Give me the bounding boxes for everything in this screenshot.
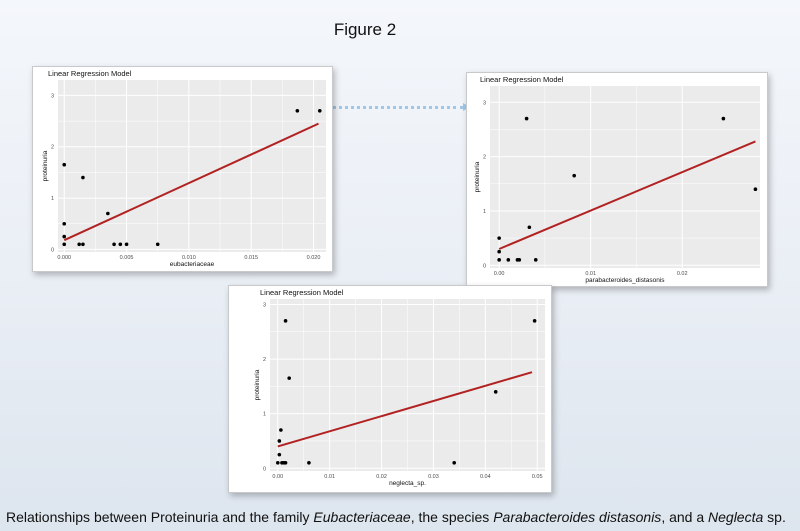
chart-neglecta: 0 1 2 3 0.00 0.01 0.02 0.03 0.04 0.05 neglecta_sp.… — [254, 288, 545, 487]
data-point — [317, 109, 322, 113]
data-point — [533, 258, 538, 262]
y-tick-label: 3 — [51, 93, 54, 99]
data-point — [532, 319, 537, 323]
x-tick-label: 0.00 — [494, 271, 505, 277]
data-point — [721, 116, 726, 121]
x-tick-label: 0.00 — [272, 474, 283, 480]
x-axis-label: parabacteroides_distasonis — [585, 277, 665, 284]
data-point — [62, 221, 67, 226]
data-point — [112, 242, 116, 247]
x-tick-label: 0.03 — [428, 474, 439, 480]
data-point — [753, 187, 758, 192]
x-axis-label: eubacteriaceae — [170, 261, 215, 268]
chart-title: Linear Regression Model — [480, 75, 564, 84]
data-point — [524, 116, 529, 121]
data-point — [517, 258, 522, 262]
caption-italic-genus: Neglecta — [708, 509, 764, 525]
data-point — [572, 173, 577, 178]
x-tick-label: 0.015 — [244, 255, 258, 261]
caption-text-1: Relationships between Proteinuria and th… — [6, 509, 314, 525]
data-point — [62, 162, 67, 167]
y-axis-label: proteinuria — [254, 369, 261, 400]
chart-panel-eubacteriaceae: 0 1 2 3 0.000 0.005 0.010 0.015 0.020 eubacteriac… — [32, 66, 333, 272]
caption-text-3: , and a — [661, 509, 709, 525]
data-point — [295, 109, 300, 113]
data-point — [118, 242, 123, 247]
y-tick-label: 2 — [483, 155, 486, 161]
data-point — [81, 175, 85, 180]
data-point — [452, 461, 456, 465]
regression-line — [277, 371, 533, 448]
caption-text-2: , the species — [410, 509, 494, 525]
y-axis-label: proteinuria — [474, 161, 481, 192]
data-point — [283, 319, 288, 323]
data-point — [506, 258, 511, 262]
y-tick-label: 2 — [51, 145, 54, 151]
x-tick-label: 0.01 — [324, 474, 335, 480]
regression-line — [498, 140, 756, 250]
x-tick-label: 0.000 — [57, 255, 71, 261]
data-point — [275, 461, 280, 465]
y-tick-label: 1 — [51, 196, 54, 202]
data-point — [493, 390, 498, 394]
chart-title: Linear Regression Model — [48, 69, 132, 78]
data-point — [497, 236, 501, 240]
data-point — [155, 242, 160, 247]
dotted-arrow-connector — [332, 103, 470, 113]
plot-background — [490, 86, 760, 268]
chart-panel-parabacteroides: 0 1 2 3 0.00 0.01 0.02 parabacteroides_distason… — [466, 72, 768, 287]
y-tick-label: 1 — [263, 412, 266, 418]
data-point — [277, 452, 282, 457]
data-point — [81, 242, 85, 247]
figure-title: Figure 2 — [333, 20, 397, 39]
data-point — [283, 461, 288, 465]
x-tick-label: 0.04 — [480, 474, 491, 480]
y-tick-label: 0 — [483, 263, 486, 269]
chart-eubacteriaceae: 0 1 2 3 0.000 0.005 0.010 0.015 0.020 eubacteriac… — [42, 69, 326, 268]
x-tick-label: 0.05 — [532, 474, 543, 480]
data-point — [527, 225, 532, 230]
data-point — [497, 258, 501, 262]
data-point — [62, 234, 67, 239]
y-tick-label: 0 — [51, 247, 54, 253]
chart-panel-neglecta: 0 1 2 3 0.00 0.01 0.02 0.03 0.04 0.05 neglecta_sp.… — [228, 285, 552, 493]
y-axis-label: proteinuria — [42, 150, 49, 181]
x-tick-label: 0.01 — [585, 271, 596, 277]
caption-italic-family: Eubacteriaceae — [313, 509, 411, 525]
chart-title: Linear Regression Model — [260, 288, 344, 297]
data-point — [124, 242, 129, 247]
y-tick-label: 0 — [263, 466, 266, 472]
regression-line — [63, 122, 319, 242]
data-point — [307, 461, 311, 465]
x-tick-label: 0.010 — [182, 255, 196, 261]
data-point — [106, 211, 110, 216]
caption-text-4: sp. — [763, 509, 786, 525]
data-point — [279, 428, 283, 432]
caption-italic-species: Parabacteroides distasonis — [493, 509, 662, 525]
y-tick-label: 3 — [483, 100, 486, 106]
data-point — [62, 242, 67, 247]
data-point — [497, 249, 501, 254]
figure-caption: Relationships between Proteinuria and th… — [6, 509, 786, 525]
x-tick-label: 0.005 — [120, 255, 134, 261]
data-point — [77, 242, 81, 247]
x-tick-label: 0.02 — [677, 271, 688, 277]
x-tick-label: 0.020 — [307, 255, 321, 261]
y-tick-label: 3 — [263, 302, 266, 308]
x-axis-label: neglecta_sp. — [389, 480, 426, 487]
data-point — [277, 439, 282, 443]
data-point — [287, 376, 291, 380]
y-tick-label: 1 — [483, 209, 486, 215]
plot-background — [58, 80, 326, 252]
chart-parabacteroides: 0 1 2 3 0.00 0.01 0.02 parabacteroides_distason… — [474, 75, 760, 284]
x-tick-label: 0.02 — [376, 474, 387, 480]
y-tick-label: 2 — [263, 357, 266, 363]
